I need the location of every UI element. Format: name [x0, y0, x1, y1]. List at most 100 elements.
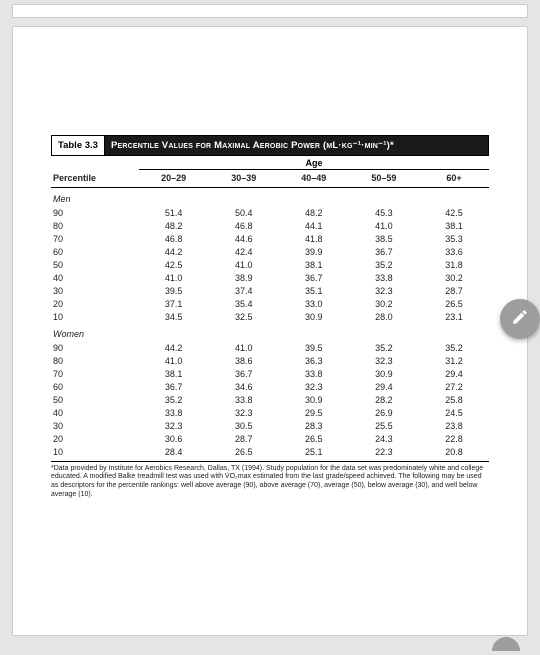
table-cell: 35.2: [349, 258, 419, 271]
table-row: 7046.844.641.838.535.3: [51, 232, 489, 245]
table-cell: 35.4: [209, 297, 279, 310]
table-cell: 35.2: [139, 393, 209, 406]
table-cell: 20.8: [419, 445, 489, 461]
table-cell: 32.3: [349, 284, 419, 297]
table-cell: 40: [51, 271, 139, 284]
table-cell: 41.0: [349, 219, 419, 232]
table-cell: 30.2: [419, 271, 489, 284]
table-cell: 25.1: [279, 445, 349, 461]
table-row: 3039.537.435.132.328.7: [51, 284, 489, 297]
pencil-icon: [511, 308, 529, 331]
table-cell: 22.3: [349, 445, 419, 461]
table-cell: 20: [51, 297, 139, 310]
table-cell: 23.8: [419, 419, 489, 432]
table-cell: 26.5: [209, 445, 279, 461]
table-cell: 41.0: [209, 341, 279, 354]
document-page: Table 3.3 Percentile Values for Maximal …: [12, 26, 528, 636]
table-cell: 39.5: [139, 284, 209, 297]
table-cell: 29.4: [349, 380, 419, 393]
section-name: Women: [51, 323, 489, 341]
table-cell: 46.8: [139, 232, 209, 245]
table-cell: 34.6: [209, 380, 279, 393]
table-title: Percentile Values for Maximal Aerobic Po…: [105, 136, 488, 155]
table-cell: 36.7: [349, 245, 419, 258]
table-cell: 41.0: [139, 354, 209, 367]
table-cell: 39.9: [279, 245, 349, 258]
table-cell: 38.1: [419, 219, 489, 232]
table-cell: 30.5: [209, 419, 279, 432]
table-cell: 41.8: [279, 232, 349, 245]
column-header: 40–49: [279, 170, 349, 188]
column-header: 50–59: [349, 170, 419, 188]
table-cell: 44.1: [279, 219, 349, 232]
age-spanner-header: Age: [139, 158, 489, 170]
table-cell: 80: [51, 219, 139, 232]
table-cell: 45.3: [349, 206, 419, 219]
table-cell: 28.2: [349, 393, 419, 406]
table-cell: 31.8: [419, 258, 489, 271]
table-cell: 70: [51, 367, 139, 380]
table-row: 8048.246.844.141.038.1: [51, 219, 489, 232]
table-cell: 23.1: [419, 310, 489, 323]
table-cell: 28.7: [419, 284, 489, 297]
table-cell: 35.2: [419, 341, 489, 354]
table-cell: 60: [51, 245, 139, 258]
table-cell: 90: [51, 206, 139, 219]
table-cell: 38.5: [349, 232, 419, 245]
table-cell: 10: [51, 310, 139, 323]
table-cell: 28.0: [349, 310, 419, 323]
table-cell: 28.7: [209, 432, 279, 445]
table-number-label: Table 3.3: [52, 136, 105, 155]
table-row: 1028.426.525.122.320.8: [51, 445, 489, 461]
table-row: 8041.038.636.332.331.2: [51, 354, 489, 367]
table-cell: 36.3: [279, 354, 349, 367]
column-header: Percentile: [51, 170, 139, 188]
table-row: 3032.330.528.325.523.8: [51, 419, 489, 432]
table-cell: 10: [51, 445, 139, 461]
prev-page-sliver: [12, 4, 528, 18]
table-cell: 33.6: [419, 245, 489, 258]
table-cell: 22.8: [419, 432, 489, 445]
table-cell: 50: [51, 258, 139, 271]
table-footnote: *Data provided by Institute for Aerobics…: [51, 465, 489, 500]
table-cell: 32.5: [209, 310, 279, 323]
table-cell: 35.3: [419, 232, 489, 245]
table-cell: 20: [51, 432, 139, 445]
table-cell: 32.3: [349, 354, 419, 367]
table-cell: 41.0: [139, 271, 209, 284]
table-cell: 26.5: [419, 297, 489, 310]
table-cell: 32.3: [209, 406, 279, 419]
column-header: 30–39: [209, 170, 279, 188]
table-row: 2037.135.433.030.226.5: [51, 297, 489, 310]
table-row: 6036.734.632.329.427.2: [51, 380, 489, 393]
table-cell: 33.8: [209, 393, 279, 406]
table-cell: 36.7: [279, 271, 349, 284]
table-row: 5042.541.038.135.231.8: [51, 258, 489, 271]
table-cell: 39.5: [279, 341, 349, 354]
table-row: 4033.832.329.526.924.5: [51, 406, 489, 419]
table-cell: 41.0: [209, 258, 279, 271]
table-row: 7038.136.733.830.929.4: [51, 367, 489, 380]
column-header: 20–29: [139, 170, 209, 188]
table-cell: 30: [51, 284, 139, 297]
table-row: 6044.242.439.936.733.6: [51, 245, 489, 258]
table-cell: 50: [51, 393, 139, 406]
table-cell: 44.2: [139, 245, 209, 258]
table-cell: 38.1: [139, 367, 209, 380]
table-row: 5035.233.830.928.225.8: [51, 393, 489, 406]
table-cell: 50.4: [209, 206, 279, 219]
table-cell: 24.5: [419, 406, 489, 419]
table-cell: 37.4: [209, 284, 279, 297]
percentile-table: Percentile20–2930–3940–4950–5960+ Men905…: [51, 170, 489, 462]
secondary-fab[interactable]: [492, 637, 520, 651]
table-title-bar: Table 3.3 Percentile Values for Maximal …: [51, 135, 489, 156]
edit-button[interactable]: [500, 299, 540, 339]
table-cell: 42.5: [419, 206, 489, 219]
table-cell: 30.9: [349, 367, 419, 380]
table-cell: 28.3: [279, 419, 349, 432]
table-cell: 29.5: [279, 406, 349, 419]
table-cell: 30.9: [279, 310, 349, 323]
table-cell: 38.1: [279, 258, 349, 271]
table-cell: 27.2: [419, 380, 489, 393]
table-cell: 33.8: [139, 406, 209, 419]
